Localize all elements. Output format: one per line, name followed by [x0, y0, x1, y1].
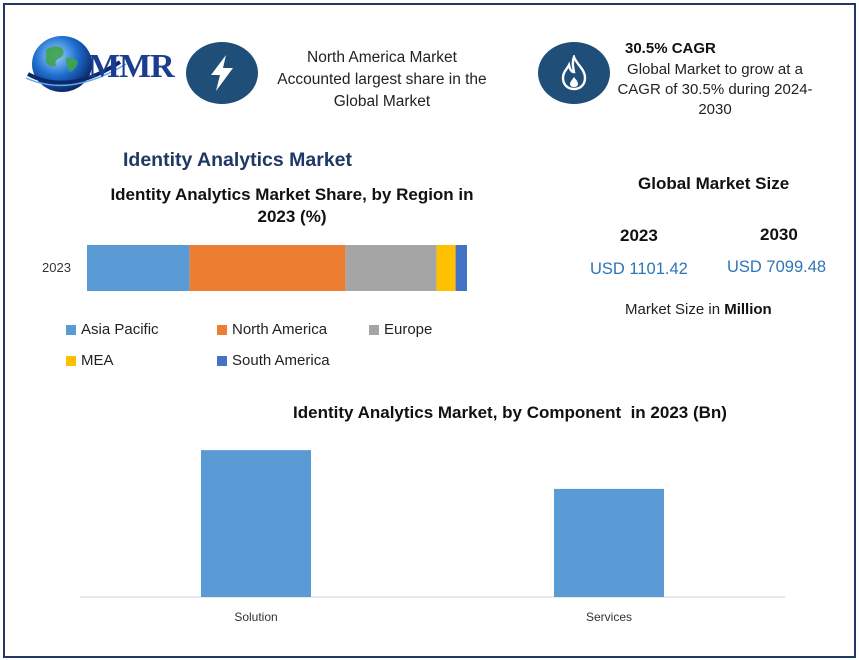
- market-value-2023: USD 1101.42: [590, 260, 688, 278]
- legend-item-europe: Europe: [369, 321, 432, 338]
- logo-text: MMR: [88, 48, 175, 85]
- legend-item-mea: MEA: [66, 352, 114, 369]
- region-stacked-bar-chart: [87, 245, 467, 291]
- lightning-icon: [211, 55, 233, 91]
- region-bar-segment: [87, 245, 190, 291]
- info1-line: Global Market: [333, 93, 431, 110]
- info2-line: 2030: [698, 101, 732, 118]
- region-bar-segment: [345, 245, 437, 291]
- info1-line: Accounted largest share in the: [277, 71, 487, 88]
- region-chart-title: Identity Analytics Market Share, by Regi…: [92, 184, 492, 228]
- info2-line: Global Market to grow at a: [627, 61, 803, 78]
- info2-icon-circle: [538, 42, 610, 104]
- region-category-label: 2023: [42, 260, 71, 275]
- legend-swatch: [217, 355, 227, 366]
- component-tick-label: Solution: [234, 610, 277, 624]
- legend-label: North America: [232, 321, 328, 338]
- component-bar: [201, 450, 311, 597]
- legend-item-north-america: North America: [217, 321, 327, 338]
- legend-swatch: [66, 355, 76, 366]
- cagr-title: 30.5% CAGR: [625, 40, 716, 57]
- region-bar-segment: [436, 245, 456, 291]
- infographic-frame: [3, 3, 856, 658]
- region-bar-segment: [189, 245, 346, 291]
- legend-label: South America: [232, 352, 330, 369]
- legend-item-south-america: South America: [217, 352, 330, 369]
- component-bar: [554, 488, 664, 597]
- info2-line: CAGR of 30.5% during 2024-: [617, 81, 813, 98]
- mmr-logo: MMR: [22, 28, 175, 98]
- market-size-unit: Million: [724, 301, 772, 318]
- info1-line: North America Market: [307, 49, 457, 66]
- legend-swatch: [369, 324, 379, 335]
- main-title: Identity Analytics Market: [123, 149, 353, 171]
- legend-item-asia-pacific: Asia Pacific: [66, 321, 159, 338]
- global-market-size-title: Global Market Size: [638, 174, 790, 193]
- market-size-note-prefix: Market Size in: [625, 301, 725, 318]
- legend-label: Europe: [384, 321, 433, 338]
- region-chart-title-line: Identity Analytics Market Share, by Regi…: [110, 185, 474, 204]
- market-value-2030: USD 7099.48: [727, 258, 827, 276]
- info2-text: Global Market to grow at a CAGR of 30.5%…: [610, 60, 820, 120]
- region-bar-segment: [455, 245, 467, 291]
- region-chart-title-line: 2023 (%): [257, 207, 327, 226]
- legend-label: Asia Pacific: [81, 321, 159, 338]
- legend-swatch: [66, 324, 76, 335]
- legend-label: MEA: [81, 352, 114, 369]
- market-size-note: Market Size in Million: [625, 301, 772, 318]
- year-2023-label: 2023: [620, 226, 658, 245]
- legend-swatch: [217, 324, 227, 335]
- flame-icon: [561, 55, 587, 91]
- info1-icon-circle: [186, 42, 258, 104]
- year-2030-label: 2030: [760, 225, 798, 244]
- globe-icon: [25, 36, 127, 92]
- component-tick-label: Services: [586, 610, 632, 624]
- component-chart-title: Identity Analytics Market, by Component …: [293, 403, 727, 422]
- info1-text: North America Market Accounted largest s…: [262, 47, 502, 113]
